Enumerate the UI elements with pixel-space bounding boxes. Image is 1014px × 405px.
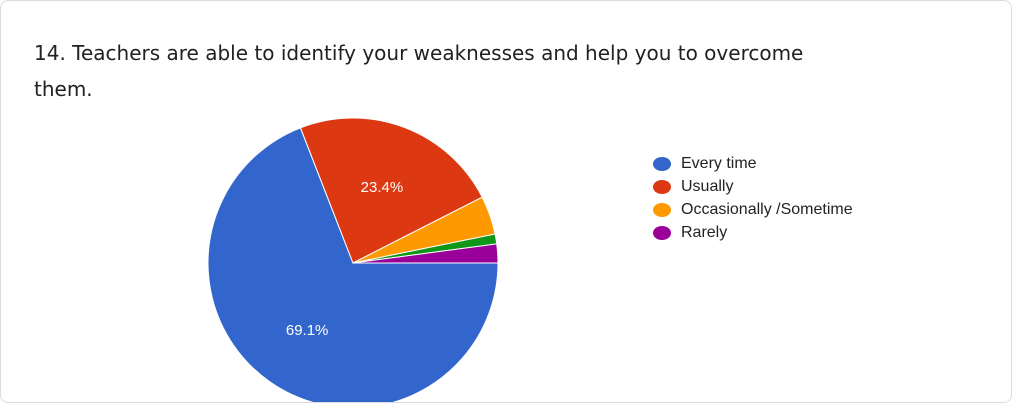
pie-slice-4[interactable] [352, 243, 499, 264]
legend-label: Usually [681, 177, 734, 195]
pie-slice-label-0: 69.1% [286, 322, 329, 339]
pie-slice-1[interactable] [299, 117, 483, 264]
legend-swatch [653, 225, 671, 240]
pie-slice-label-1: 23.4% [361, 179, 404, 196]
question-title: 14. Teachers are able to identify your w… [34, 41, 804, 101]
chart-legend: Every time Usually Occasionally /Sometime R… [653, 152, 953, 262]
legend-label: Rarely [681, 223, 728, 241]
legend-swatch [653, 202, 671, 217]
legend-item-1[interactable]: Usually [653, 175, 953, 198]
legend-item-2[interactable]: Occasionally /Sometime [653, 198, 953, 221]
legend-item-4[interactable]: Rarely [653, 221, 953, 244]
pie-slice-0[interactable] [207, 127, 499, 403]
legend-swatch [653, 179, 671, 194]
legend-label: Every time [681, 154, 757, 172]
legend-label: Occasionally /Sometime [681, 200, 853, 218]
legend-swatch [653, 156, 671, 171]
legend-item-0[interactable]: Every time [653, 152, 953, 175]
